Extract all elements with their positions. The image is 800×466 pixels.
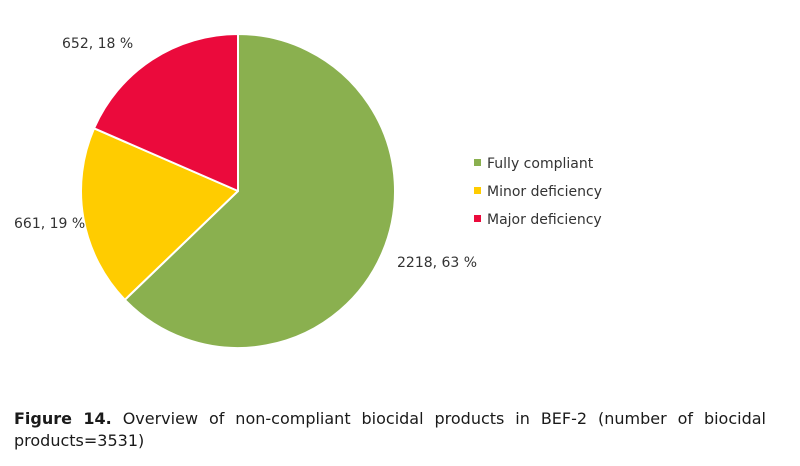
figure-label: Figure 14.	[14, 409, 112, 428]
legend-swatch-major-deficiency	[474, 215, 481, 222]
pie-chart: 2218, 63 % 661, 19 % 652, 18 % Fully compl…	[14, 33, 602, 349]
legend-label-fully-compliant: Fully compliant	[487, 156, 594, 172]
pie-slice-major-deficiency	[93, 33, 239, 192]
pie-slice-fully-compliant	[123, 33, 396, 349]
data-label-fully-compliant: 2218, 63 %	[397, 255, 477, 271]
figure-caption: Figure 14. Overview of non-compliant bio…	[14, 408, 766, 452]
pie-slices	[80, 33, 396, 349]
legend-label-minor-deficiency: Minor deficiency	[487, 184, 602, 200]
legend-label-major-deficiency: Major deficiency	[487, 212, 602, 228]
legend: Fully compliant Minor deficiency Major def…	[474, 156, 602, 228]
pie-slice-minor-deficiency	[80, 127, 239, 301]
data-label-minor-deficiency: 661, 19 %	[14, 216, 85, 232]
pie-data-labels: 2218, 63 % 661, 19 % 652, 18 %	[14, 36, 477, 271]
legend-swatch-minor-deficiency	[474, 187, 481, 194]
data-label-major-deficiency: 652, 18 %	[62, 36, 133, 52]
figure-caption-text: Overview of non-compliant biocidal produ…	[14, 409, 766, 450]
legend-swatch-fully-compliant	[474, 159, 481, 166]
